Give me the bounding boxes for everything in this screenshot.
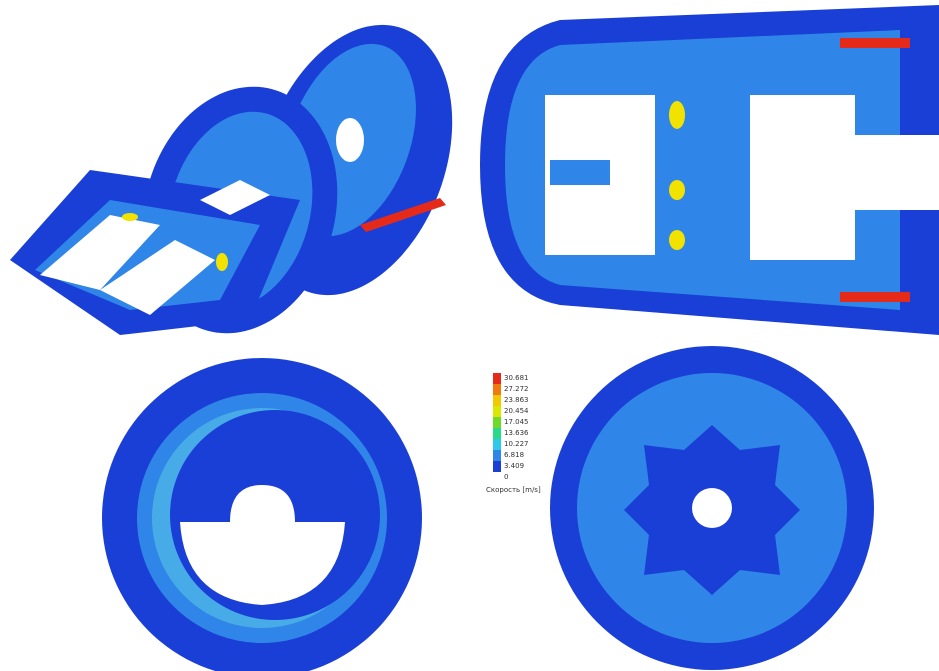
legend-level: 30.681 — [504, 374, 529, 382]
legend-level: 23.863 — [504, 396, 529, 404]
front-view-right — [550, 346, 874, 670]
section-view — [480, 5, 939, 335]
perspective-view — [10, 0, 487, 355]
legend-level: 3.409 — [504, 462, 524, 470]
front-view-left — [102, 358, 422, 671]
legend-level: 20.454 — [504, 407, 529, 415]
legend-title: Скорость [m/s] — [486, 486, 541, 494]
legend-level: 0 — [504, 473, 508, 481]
legend-level: 10.227 — [504, 440, 529, 448]
simulation-figure: 30.681 27.272 23.863 20.454 17.045 13.63… — [0, 0, 939, 671]
legend-level: 27.272 — [504, 385, 529, 393]
legend-level: 6.818 — [504, 451, 524, 459]
legend-level: 13.636 — [504, 429, 529, 437]
legend: 30.681 27.272 23.863 20.454 17.045 13.63… — [486, 373, 541, 494]
legend-level: 17.045 — [504, 418, 529, 426]
